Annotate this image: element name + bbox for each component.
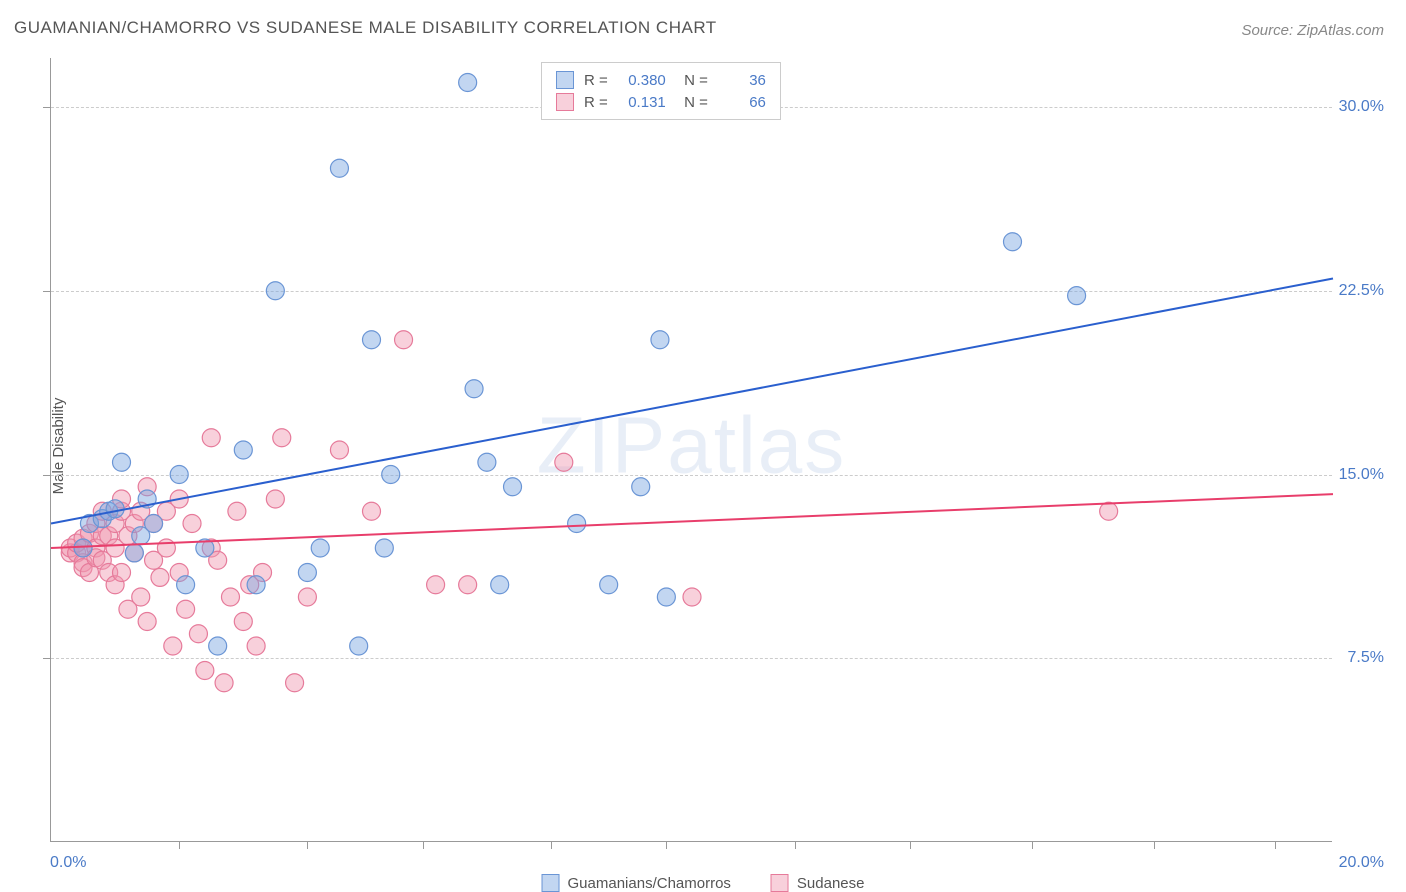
series-legend-label: Sudanese — [797, 875, 865, 892]
scatter-point — [1068, 287, 1086, 305]
scatter-point — [196, 662, 214, 680]
legend-swatch — [556, 71, 574, 89]
scatter-point — [382, 466, 400, 484]
legend-n-label: N = — [676, 94, 708, 111]
scatter-point — [145, 515, 163, 533]
scatter-point — [298, 564, 316, 582]
scatter-point — [247, 576, 265, 594]
source-attribution: Source: ZipAtlas.com — [1241, 22, 1384, 39]
scatter-point — [651, 331, 669, 349]
scatter-point — [286, 674, 304, 692]
scatter-point — [215, 674, 233, 692]
scatter-point — [683, 588, 701, 606]
series-legend-label: Guamanians/Chamorros — [568, 875, 731, 892]
scatter-point — [459, 74, 477, 92]
scatter-point — [228, 502, 246, 520]
scatter-point — [1100, 502, 1118, 520]
y-tick-label: 22.5% — [1339, 282, 1384, 300]
legend-n-value: 36 — [718, 72, 766, 89]
scatter-point — [657, 588, 675, 606]
scatter-point — [395, 331, 413, 349]
legend-swatch — [556, 93, 574, 111]
scatter-point — [632, 478, 650, 496]
scatter-point — [363, 331, 381, 349]
scatter-point — [266, 282, 284, 300]
correlation-legend: R = 0.380 N = 36 R = 0.131 N = 66 — [541, 62, 781, 120]
scatter-point — [113, 564, 131, 582]
legend-swatch — [542, 874, 560, 892]
scatter-point — [350, 637, 368, 655]
legend-r-label: R = — [584, 94, 608, 111]
scatter-point — [157, 539, 175, 557]
scatter-point — [459, 576, 477, 594]
scatter-point — [311, 539, 329, 557]
scatter-point — [375, 539, 393, 557]
scatter-point — [491, 576, 509, 594]
scatter-point — [465, 380, 483, 398]
correlation-legend-row: R = 0.131 N = 66 — [556, 91, 766, 113]
correlation-legend-row: R = 0.380 N = 36 — [556, 69, 766, 91]
scatter-point — [170, 466, 188, 484]
scatter-point — [74, 539, 92, 557]
scatter-point — [113, 453, 131, 471]
legend-r-value: 0.131 — [618, 94, 666, 111]
plot-area: ZIPatlas R =0.380 N =36R =0.131 N =66 — [50, 58, 1332, 842]
legend-n-label: N = — [676, 72, 708, 89]
scatter-point — [568, 515, 586, 533]
scatter-point — [478, 453, 496, 471]
x-tick-label: 20.0% — [1339, 854, 1384, 872]
scatter-point — [1004, 233, 1022, 251]
scatter-point — [164, 637, 182, 655]
legend-r-label: R = — [584, 72, 608, 89]
scatter-point — [138, 613, 156, 631]
scatter-point — [266, 490, 284, 508]
scatter-point — [202, 429, 220, 447]
scatter-point — [234, 441, 252, 459]
y-tick-label: 7.5% — [1348, 649, 1384, 667]
series-legend: Guamanians/Chamorros Sudanese — [542, 874, 865, 892]
scatter-point — [221, 588, 239, 606]
series-legend-item: Guamanians/Chamorros — [542, 874, 731, 892]
scatter-point — [273, 429, 291, 447]
scatter-point — [209, 637, 227, 655]
legend-n-value: 66 — [718, 94, 766, 111]
y-tick-label: 15.0% — [1339, 466, 1384, 484]
chart-title: GUAMANIAN/CHAMORRO VS SUDANESE MALE DISA… — [14, 18, 717, 38]
scatter-point — [363, 502, 381, 520]
trendline — [51, 279, 1333, 524]
chart-container: GUAMANIAN/CHAMORRO VS SUDANESE MALE DISA… — [0, 0, 1406, 892]
scatter-point — [183, 515, 201, 533]
scatter-point — [247, 637, 265, 655]
scatter-point — [189, 625, 207, 643]
scatter-point — [330, 441, 348, 459]
scatter-point — [151, 568, 169, 586]
scatter-point — [177, 576, 195, 594]
legend-r-value: 0.380 — [618, 72, 666, 89]
scatter-point — [330, 159, 348, 177]
scatter-point — [298, 588, 316, 606]
scatter-point — [132, 588, 150, 606]
scatter-point — [125, 544, 143, 562]
scatter-point — [504, 478, 522, 496]
scatter-point — [177, 600, 195, 618]
trendline — [51, 494, 1333, 548]
scatter-point — [555, 453, 573, 471]
scatter-point — [234, 613, 252, 631]
scatter-point — [106, 500, 124, 518]
legend-swatch — [771, 874, 789, 892]
scatter-svg — [51, 58, 1332, 841]
y-tick-label: 30.0% — [1339, 98, 1384, 116]
x-tick-label: 0.0% — [50, 854, 86, 872]
scatter-point — [600, 576, 618, 594]
series-legend-item: Sudanese — [771, 874, 865, 892]
scatter-point — [427, 576, 445, 594]
